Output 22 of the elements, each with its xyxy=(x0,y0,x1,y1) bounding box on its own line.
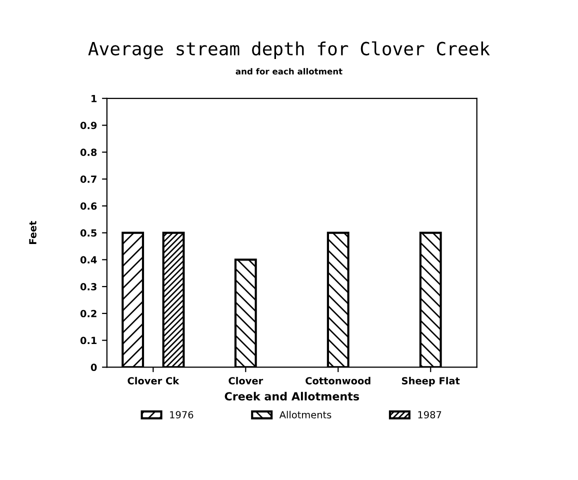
x-axis-title: Creek and Allotments xyxy=(224,392,360,400)
legend-label: 1976 xyxy=(170,411,194,418)
y-tick-label: 0.7 xyxy=(80,176,96,183)
y-tick-label: 1 xyxy=(92,95,97,102)
legend-label: 1987 xyxy=(418,411,442,418)
y-tick-label: 0.3 xyxy=(80,283,96,290)
x-tick-label: Cottonwood xyxy=(306,376,370,384)
chart-subtitle: and for each allotment xyxy=(236,68,342,75)
y-tick-label: 0.4 xyxy=(80,256,97,264)
y-axis-title: Feet xyxy=(29,220,36,244)
y-tick-label: 0.5 xyxy=(80,229,97,237)
x-tick-label: Clover Ck xyxy=(128,376,180,384)
x-tick-label: Sheep Flat xyxy=(402,376,460,386)
y-tick-label: 0.6 xyxy=(80,202,97,210)
y-tick-label: 0.2 xyxy=(80,310,96,318)
y-tick-label: 0 xyxy=(90,364,97,372)
y-tick-label: 0.8 xyxy=(80,148,97,156)
x-tick-label: Clover xyxy=(228,376,264,384)
chart-title: Average stream depth for Clover Creek xyxy=(88,41,490,60)
legend-label: Allotments xyxy=(279,410,332,418)
y-tick-label: 0.1 xyxy=(80,336,97,344)
y-tick-label: 0.9 xyxy=(80,122,97,130)
